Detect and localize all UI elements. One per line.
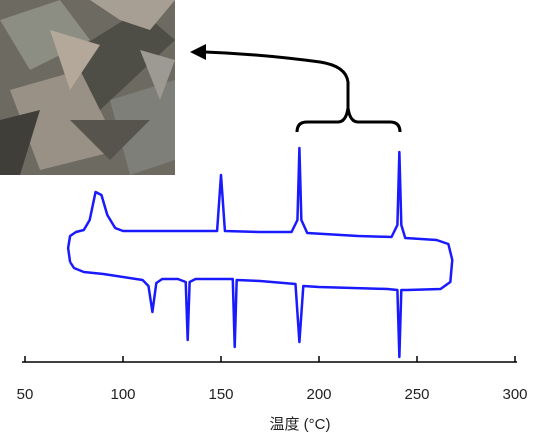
bracket: [297, 108, 400, 132]
dsc-curve: [68, 148, 452, 357]
x-tick-label: 300: [502, 386, 527, 403]
x-tick-label: 50: [17, 386, 34, 403]
x-tick-label: 150: [208, 386, 233, 403]
x-tick-label: 250: [404, 386, 429, 403]
micrograph: [0, 0, 175, 175]
x-tick-label: 200: [306, 386, 331, 403]
arrow: [205, 52, 348, 108]
x-tick-label: 100: [110, 386, 135, 403]
arrow-head: [190, 44, 206, 60]
chart: 温度 (°C) 50 100 150 200 250 300: [0, 0, 540, 437]
x-axis-label: 温度 (°C): [270, 416, 331, 433]
